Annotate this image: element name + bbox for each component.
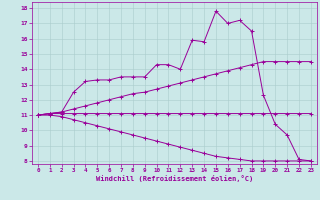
X-axis label: Windchill (Refroidissement éolien,°C): Windchill (Refroidissement éolien,°C) — [96, 175, 253, 182]
